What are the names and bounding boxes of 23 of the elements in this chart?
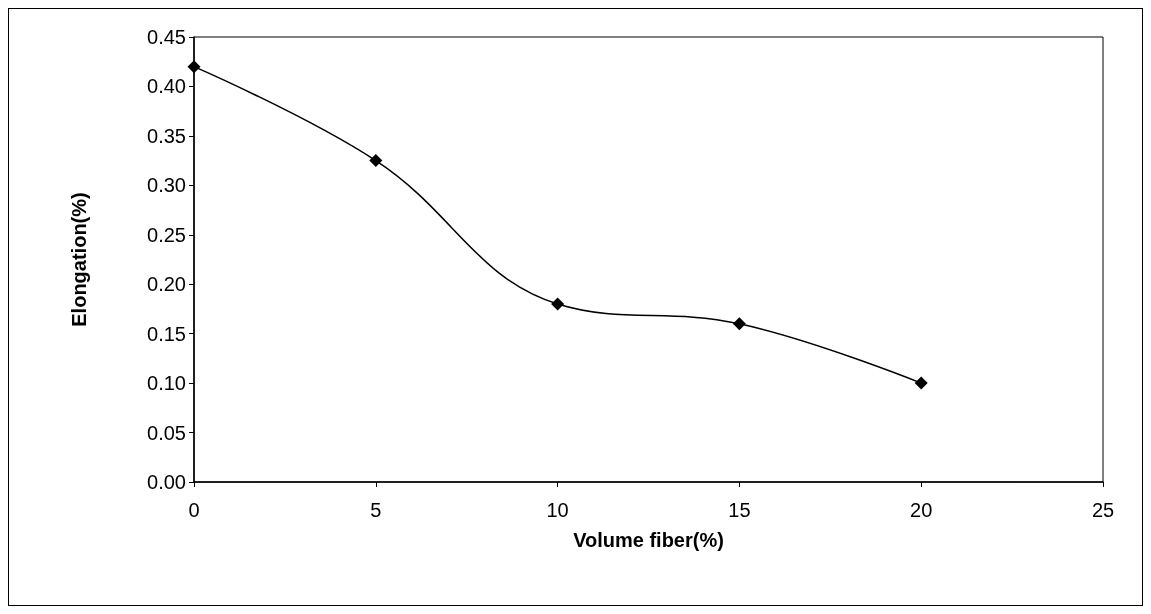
y-axis-title: Elongation(%) xyxy=(68,192,90,327)
y-tick-label: 0.00 xyxy=(147,471,186,493)
x-tick-label: 10 xyxy=(546,499,569,521)
y-tick-label: 0.35 xyxy=(147,124,186,147)
x-tick-label: 5 xyxy=(370,499,382,521)
y-tick-label: 0.15 xyxy=(147,322,186,345)
point xyxy=(369,154,383,168)
y-tick-label: 0.45 xyxy=(147,26,186,48)
point xyxy=(914,376,928,390)
y-tick-label: 0.20 xyxy=(147,273,186,296)
point xyxy=(551,297,565,311)
y-tick-label: 0.10 xyxy=(147,372,186,395)
y-tick-label: 0.25 xyxy=(147,223,186,246)
y-tick-label: 0.30 xyxy=(147,174,186,197)
x-tick-label: 20 xyxy=(910,499,933,521)
x-axis-title: Volume fiber(%) xyxy=(573,529,724,551)
x-tick-label: 15 xyxy=(728,499,751,521)
y-tick-label: 0.05 xyxy=(147,421,186,444)
point xyxy=(732,317,746,331)
point xyxy=(187,60,201,74)
x-tick-label: 25 xyxy=(1091,499,1115,521)
x-tick-label: 0 xyxy=(188,499,200,521)
y-tick-label: 0.40 xyxy=(147,75,186,98)
